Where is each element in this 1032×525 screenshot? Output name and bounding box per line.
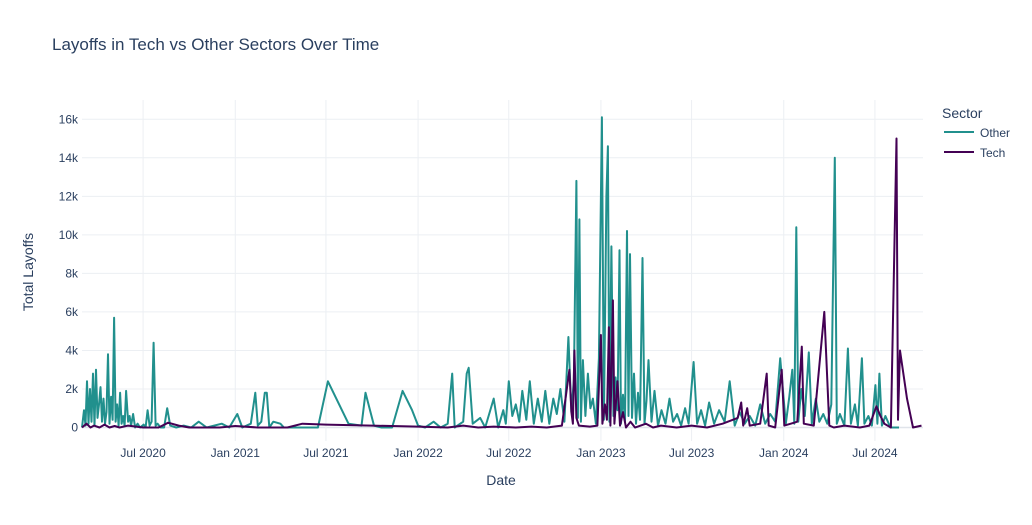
x-tick-label: Jul 2021 <box>303 446 349 460</box>
y-tick-label: 0 <box>71 421 78 435</box>
x-tick-label: Jul 2023 <box>669 446 715 460</box>
y-tick-label: 6k <box>65 305 79 319</box>
chart-title: Layoffs in Tech vs Other Sectors Over Ti… <box>52 35 379 54</box>
x-tick-label: Jul 2024 <box>852 446 898 460</box>
y-tick-label: 2k <box>65 382 79 396</box>
series-layer <box>81 116 922 429</box>
legend-label-tech: Tech <box>980 146 1005 160</box>
y-tick-label: 14k <box>59 151 79 165</box>
x-axis-title: Date <box>486 472 516 488</box>
y-tick-label: 8k <box>65 266 79 280</box>
y-tick-labels: 0 2k 4k 6k 8k 10k 12k 14k 16k <box>59 112 79 434</box>
legend-title: Sector <box>942 105 983 121</box>
legend-label-other: Other <box>980 126 1010 140</box>
legend[interactable]: Sector Other Tech <box>942 105 1010 160</box>
y-tick-label: 16k <box>59 112 79 126</box>
series-line-other <box>81 116 899 429</box>
x-tick-label: Jul 2022 <box>486 446 532 460</box>
x-tick-label: Jan 2021 <box>211 446 261 460</box>
y-tick-label: 10k <box>59 228 79 242</box>
y-axis-title: Total Layoffs <box>20 233 36 311</box>
y-gridlines <box>82 118 923 429</box>
x-tick-label: Jul 2020 <box>120 446 166 460</box>
legend-item-tech[interactable]: Tech <box>944 146 1005 160</box>
y-tick-label: 12k <box>59 189 79 203</box>
x-tick-label: Jan 2022 <box>393 446 443 460</box>
series-line-tech <box>81 137 922 429</box>
x-tick-labels: Jul 2020 Jan 2021 Jul 2021 Jan 2022 Jul 2022… <box>120 446 898 460</box>
x-tick-label: Jan 2023 <box>576 446 626 460</box>
x-tick-label: Jan 2024 <box>759 446 809 460</box>
y-tick-label: 4k <box>65 343 79 357</box>
legend-item-other[interactable]: Other <box>944 126 1010 140</box>
